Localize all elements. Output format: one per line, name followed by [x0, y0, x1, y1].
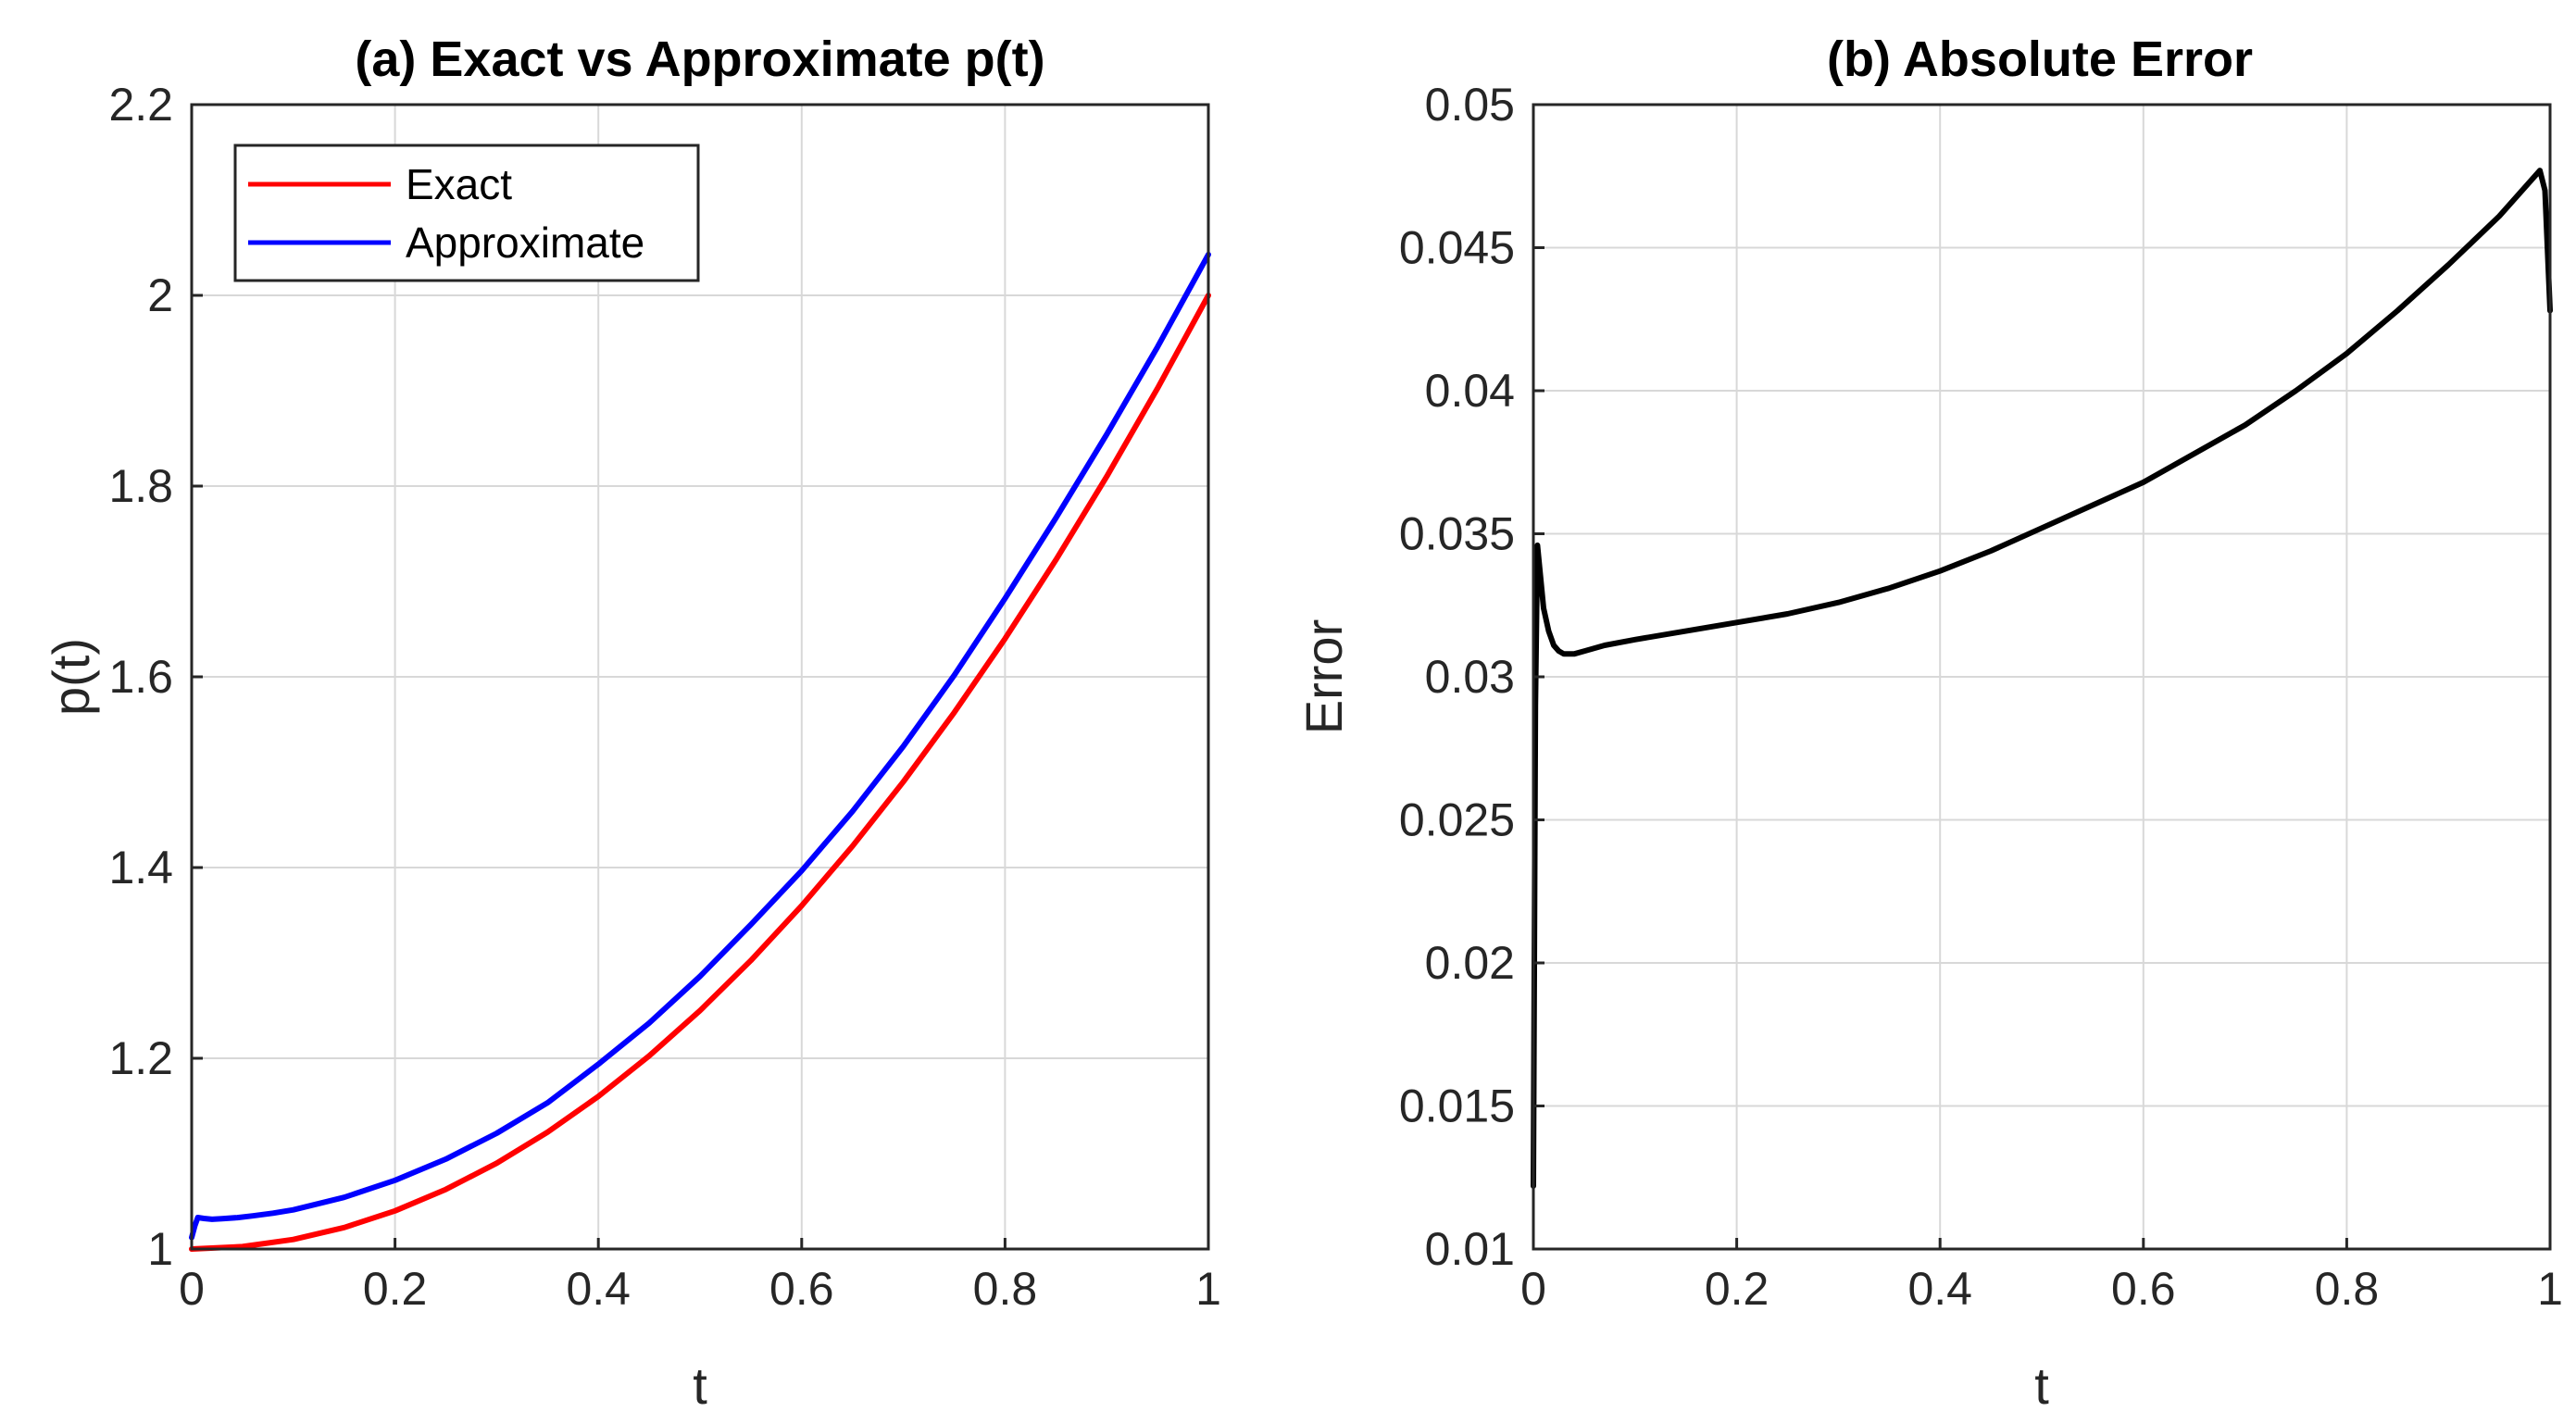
x-tick-label: 0.8 [973, 1263, 1038, 1315]
series-line-approximate [189, 251, 1211, 1241]
y-tick-label: 1.2 [108, 1032, 173, 1084]
legend-label-approximate: Approximate [406, 219, 644, 267]
panel-a-title: (a) Exact vs Approximate p(t) [355, 31, 1044, 87]
x-tick-label: 0.4 [566, 1263, 631, 1315]
panel-b-xlabel: t [2034, 1356, 2049, 1415]
y-tick-label: 0.04 [1425, 365, 1515, 417]
legend-box [233, 144, 700, 282]
x-tick-label: 0.4 [1907, 1263, 1972, 1315]
panel-b-series [1531, 168, 2553, 1189]
panel-b-x-ticks: 0 0.2 0.4 0.6 0.8 1 [1520, 1238, 2563, 1315]
x-tick-label: 0.2 [363, 1263, 428, 1315]
y-tick-label: 0.01 [1425, 1223, 1515, 1275]
panel-b-absolute-error: (b) Absolute Error 0 0.2 0.4 0.6 0.8 1 0.010.… [1294, 31, 2563, 1415]
panel-b-grid [1533, 105, 2550, 1249]
panel-b-y-ticks: 0.01 0.015 0.02 0.025 0.03 0.035 0.04 0.045 0.05 [1399, 79, 1544, 1275]
y-tick-label: 0.05 [1425, 79, 1515, 131]
series-line-exact [189, 293, 1211, 1252]
panel-a-exact-vs-approximate: (a) Exact vs Approximate p(t) 0 0.2 0.4 0.6… [42, 31, 1221, 1415]
y-tick-label: 0.02 [1425, 937, 1515, 989]
x-tick-label: 0 [1520, 1263, 1546, 1315]
y-tick-label: 0.03 [1425, 651, 1515, 703]
x-tick-label: 1 [1195, 1263, 1221, 1315]
series-line-error [1531, 168, 2553, 1189]
y-tick-label: 0.015 [1399, 1080, 1515, 1132]
panel-a-series [189, 251, 1211, 1252]
panel-a-grid [192, 105, 1208, 1249]
panel-b-ylabel: Error [1294, 619, 1353, 734]
panel-a-legend: Exact Approximate [233, 144, 700, 282]
y-tick-label: 0.035 [1399, 508, 1515, 560]
panel-a-ylabel: p(t) [42, 638, 100, 716]
x-tick-label: 0 [179, 1263, 205, 1315]
legend-label-exact: Exact [406, 160, 512, 208]
y-tick-label: 1.8 [108, 460, 173, 512]
x-tick-label: 0.6 [769, 1263, 834, 1315]
y-tick-label: 0.045 [1399, 222, 1515, 274]
x-tick-label: 0.6 [2111, 1263, 2176, 1315]
panel-a-y-ticks: 1 1.2 1.4 1.6 1.8 2 2.2 [108, 79, 203, 1275]
panel-a-xlabel: t [693, 1356, 707, 1415]
x-tick-label: 1 [2537, 1263, 2563, 1315]
y-tick-label: 2.2 [108, 79, 173, 131]
x-tick-label: 0.8 [2315, 1263, 2380, 1315]
y-tick-label: 1.4 [108, 842, 173, 893]
y-tick-label: 2 [147, 269, 173, 321]
y-tick-label: 1.6 [108, 651, 173, 703]
panel-b-title: (b) Absolute Error [1827, 31, 2253, 87]
y-tick-label: 1 [147, 1223, 173, 1275]
panel-a-x-ticks: 0 0.2 0.4 0.6 0.8 1 [179, 1238, 1221, 1315]
y-tick-label: 0.025 [1399, 794, 1515, 846]
x-tick-label: 0.2 [1705, 1263, 1769, 1315]
